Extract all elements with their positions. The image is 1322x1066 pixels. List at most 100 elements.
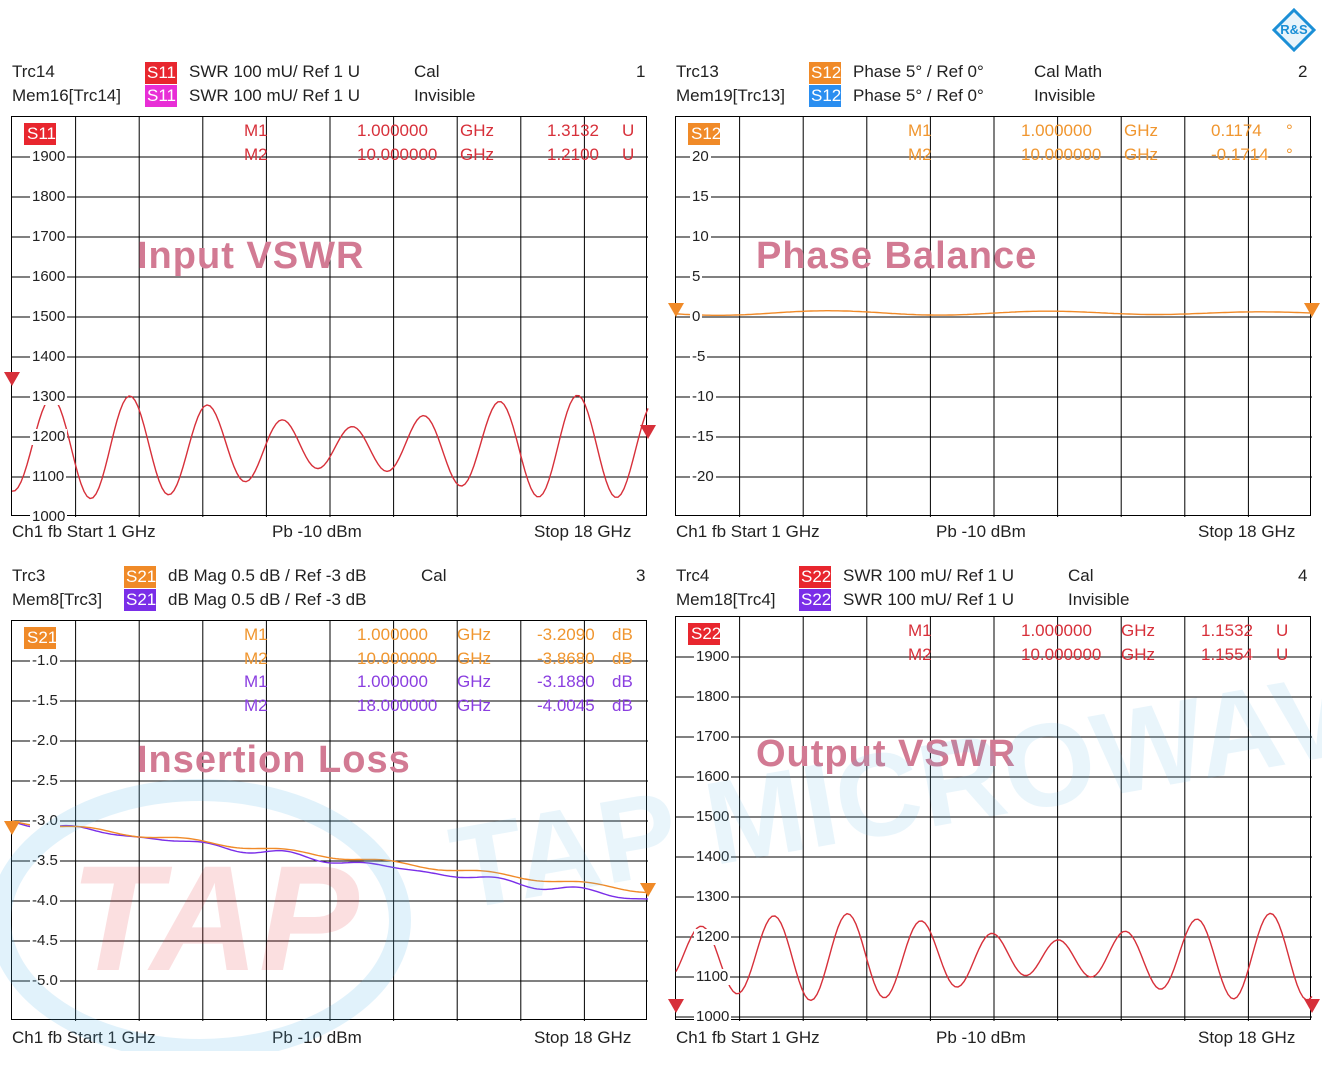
marker-value-unit: °: [1286, 144, 1293, 164]
marker-value: 0.1174: [1211, 121, 1262, 140]
marker-name[interactable]: M2: [908, 644, 932, 664]
memory-name[interactable]: Mem8[Trc3]: [12, 590, 103, 609]
marker-value-unit: dB: [612, 672, 633, 691]
memory-param-tag[interactable]: S21: [124, 589, 157, 611]
memory-format[interactable]: SWR 100 mU/ Ref 1 U: [843, 590, 1014, 609]
marker-m1-icon[interactable]: [4, 821, 20, 835]
marker-name[interactable]: M2: [908, 144, 932, 164]
y-tick-label: 1500: [694, 808, 732, 825]
marker-frequency[interactable]: 1.000000: [1021, 121, 1092, 140]
plot-title: Phase Balance: [756, 235, 1038, 277]
memory-param-tag[interactable]: S22: [799, 589, 832, 611]
marker-name[interactable]: M1: [244, 625, 268, 644]
y-tick-label: 1400: [30, 348, 68, 365]
memory-name[interactable]: Mem19[Trc13]: [676, 86, 785, 105]
marker-value: -4.0045: [537, 695, 595, 715]
trace-format[interactable]: dB Mag 0.5 dB / Ref -3 dB: [168, 566, 367, 585]
marker-name[interactable]: M1: [244, 672, 268, 691]
marker-name[interactable]: M2: [244, 648, 268, 668]
marker-name[interactable]: M1: [908, 121, 932, 140]
marker-frequency[interactable]: 1.000000: [357, 625, 428, 644]
marker-frequency[interactable]: 10.000000: [357, 144, 438, 164]
marker-unit: GHz: [457, 695, 491, 715]
marker-m1-icon[interactable]: [668, 303, 684, 317]
marker-m2-icon[interactable]: [1304, 999, 1320, 1013]
trace-name[interactable]: Trc14: [12, 62, 55, 81]
active-param-badge[interactable]: S11: [24, 123, 56, 145]
memory-format[interactable]: dB Mag 0.5 dB / Ref -3 dB: [168, 590, 367, 609]
marker-value: 1.1554: [1201, 644, 1253, 664]
marker-name[interactable]: M2: [244, 144, 268, 164]
marker-m2-icon[interactable]: [640, 425, 656, 439]
diagram-area[interactable]: 1900 1800 1700 1600 1500 1400 1300 1200 1100 1000…: [668, 616, 1320, 1025]
trace-state: Cal: [421, 566, 447, 585]
y-tick-label: 20: [690, 148, 711, 165]
marker-name[interactable]: M1: [244, 121, 268, 140]
memory-name[interactable]: Mem16[Trc14]: [12, 86, 121, 105]
footer-stop: Stop 18 GHz: [534, 522, 632, 541]
trace-name[interactable]: Trc4: [676, 566, 710, 585]
memory-state: Invisible: [1034, 86, 1096, 105]
marker-frequency[interactable]: 10.000000: [357, 648, 438, 668]
trace-param-tag[interactable]: S12: [809, 62, 842, 84]
grid-lines: [668, 617, 1320, 1021]
panel-phase-balance: Trc13 Mem19[Trc13] S12 S12 Phase 5° / Re…: [664, 58, 1320, 562]
window-number: 1: [636, 62, 646, 81]
diagram-area[interactable]: 20 15 10 5 0 -5 -10 -15 -20 S12 M1 1.000000 GHz 0.117…: [668, 116, 1320, 517]
trace-param-tag[interactable]: S22: [799, 566, 832, 588]
marker-m1-icon[interactable]: [4, 372, 20, 386]
window-number: 3: [636, 566, 646, 585]
trace-format[interactable]: SWR 100 mU/ Ref 1 U: [843, 566, 1014, 585]
marker-m2-icon[interactable]: [1304, 303, 1320, 317]
y-tick-label: -10: [690, 388, 716, 405]
marker-name[interactable]: M2: [244, 695, 268, 715]
trace-state: Cal: [1068, 566, 1094, 585]
marker-frequency[interactable]: 18.000000: [357, 695, 438, 715]
trace-name[interactable]: Trc3: [12, 566, 46, 585]
y-tick-label: 1100: [694, 968, 731, 985]
memory-name[interactable]: Mem18[Trc4]: [676, 590, 776, 609]
y-tick-label: 1800: [694, 688, 732, 705]
y-tick-label: 1100: [30, 468, 67, 485]
marker-frequency[interactable]: 10.000000: [1021, 644, 1102, 664]
memory-format[interactable]: Phase 5° / Ref 0°: [853, 86, 984, 105]
y-tick-label: -15: [690, 428, 716, 445]
marker-frequency[interactable]: 1.000000: [1021, 621, 1092, 640]
memory-format[interactable]: SWR 100 mU/ Ref 1 U: [189, 86, 360, 105]
active-param-badge[interactable]: S22: [688, 623, 721, 645]
marker-m2-icon[interactable]: [640, 883, 656, 897]
trace-format[interactable]: Phase 5° / Ref 0°: [853, 62, 984, 81]
marker-name[interactable]: M1: [908, 621, 932, 640]
marker-frequency[interactable]: 10.000000: [1021, 144, 1102, 164]
active-param-badge[interactable]: S12: [688, 123, 721, 145]
marker-unit: GHz: [1121, 621, 1155, 640]
window-number: 4: [1298, 566, 1308, 585]
y-tick-label: -1.5: [30, 692, 60, 709]
y-tick-label: 1700: [694, 728, 732, 745]
trace-state: Cal: [414, 62, 440, 81]
measurement-trace[interactable]: [675, 309, 1313, 317]
y-tick-label: 1500: [30, 308, 68, 325]
measurement-trace[interactable]: [675, 912, 1313, 1002]
footer-power: Pb -10 dBm: [936, 522, 1026, 541]
memory-param-tag[interactable]: S12: [809, 85, 842, 107]
memory-param-tag[interactable]: S11: [145, 85, 177, 107]
footer-stop: Stop 18 GHz: [534, 1028, 632, 1047]
y-tick-label: 5: [690, 268, 703, 285]
trace-param-tag[interactable]: S11: [145, 62, 177, 84]
y-tick-label: -3.5: [30, 852, 60, 869]
measurement-trace[interactable]: [11, 394, 649, 500]
marker-m1-icon[interactable]: [668, 999, 684, 1013]
marker-frequency[interactable]: 1.000000: [357, 121, 428, 140]
marker-value-unit: dB: [612, 695, 633, 715]
marker-unit: GHz: [1124, 121, 1158, 140]
measurement-trace[interactable]: [11, 820, 649, 894]
marker-unit: GHz: [457, 625, 491, 644]
trace-param-tag[interactable]: S21: [124, 566, 157, 588]
trace-name[interactable]: Trc13: [676, 62, 719, 81]
active-param-badge[interactable]: S21: [24, 627, 57, 649]
diagram-area[interactable]: -1.0 -1.5 -2.0 -2.5 -3.0 -3.5 -4.0 -4.5 -5.0 S21 M…: [4, 620, 656, 1021]
trace-format[interactable]: SWR 100 mU/ Ref 1 U: [189, 62, 360, 81]
diagram-area[interactable]: 1900 1800 1700 1600 1500 1400 1300 1200 1100 1000…: [4, 116, 656, 525]
marker-frequency[interactable]: 1.000000: [357, 672, 428, 691]
